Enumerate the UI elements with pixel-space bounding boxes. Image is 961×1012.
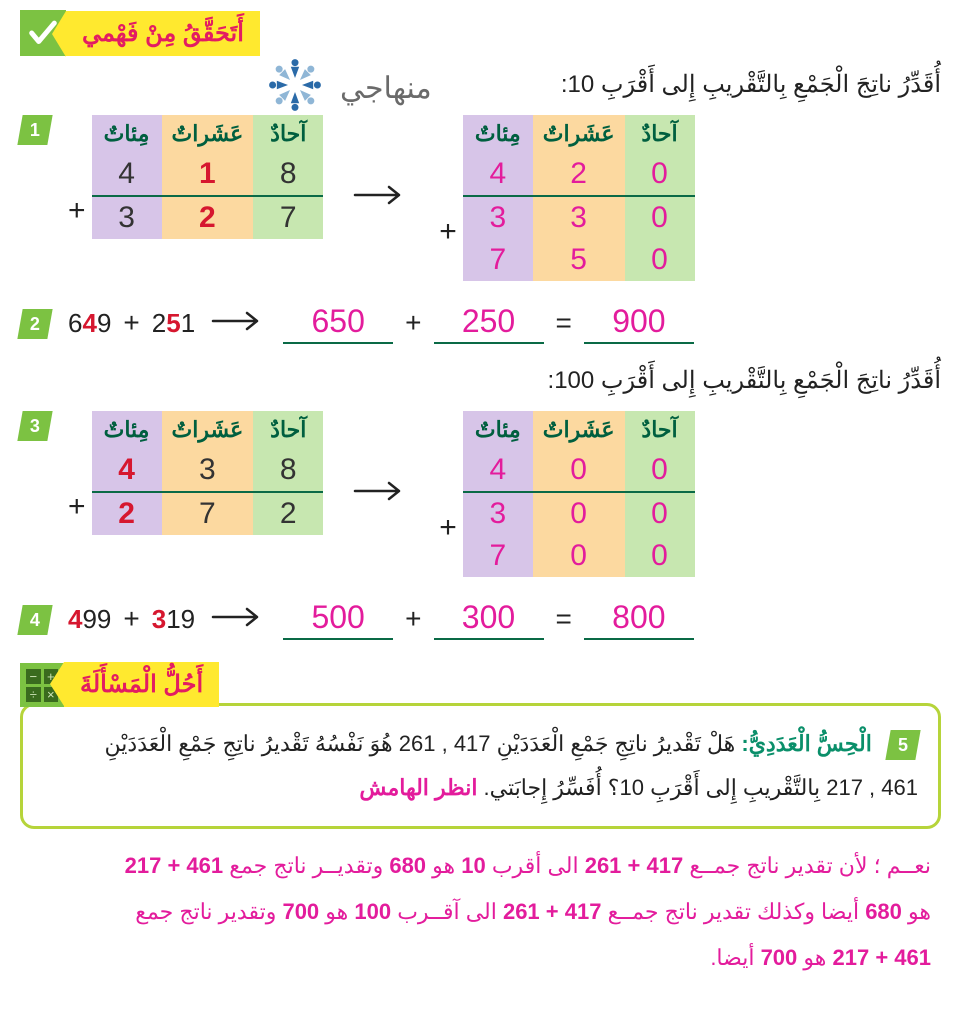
cell: 4 xyxy=(463,153,533,196)
arrow-icon xyxy=(207,308,271,340)
q4-addend-b: 319 xyxy=(152,604,195,635)
q2-result: 900 xyxy=(584,303,694,344)
cell: 0 xyxy=(625,196,695,239)
header-tens: عَشَراتٌ xyxy=(162,411,254,449)
solve-banner-row: أَحُلُّ الْمَسْأَلَةَ +−×÷ xyxy=(20,662,941,707)
cell: 3 xyxy=(92,196,162,239)
header-tens: عَشَراتٌ xyxy=(533,411,625,449)
header-hundreds: مِئاتٌ xyxy=(92,411,162,449)
header-hundreds: مِئاتٌ xyxy=(463,411,533,449)
equals: = xyxy=(556,307,572,339)
problem-2: 2 649 + 251 650 + 250 = 900 xyxy=(20,303,941,344)
q4-round-a: 500 xyxy=(283,599,393,640)
plus-sign: + xyxy=(439,147,463,249)
header-ones: آحادٌ xyxy=(625,411,695,449)
cell: 3 xyxy=(162,449,254,492)
plus: + xyxy=(405,307,421,339)
header-tens: عَشَراتٌ xyxy=(162,115,254,153)
q4-equation: 499 + 319 500 + 300 = 800 xyxy=(68,599,694,640)
cell: 2 xyxy=(533,153,625,196)
plus: + xyxy=(123,307,139,339)
cell: 0 xyxy=(625,492,695,535)
logo-text: منهاجي xyxy=(340,71,432,106)
cell: 0 xyxy=(625,535,695,577)
cell: 2 xyxy=(162,196,254,239)
cell: 7 xyxy=(463,239,533,281)
plus-sign: + xyxy=(68,126,92,228)
solve-body-1: هَلْ تَقْديرُ ناتِجِ جَمْعِ الْعَدَدَيْن… xyxy=(105,731,736,756)
header-ones: آحادٌ xyxy=(625,115,695,153)
banner-solve-text: أَحُلُّ الْمَسْأَلَةَ xyxy=(80,671,203,698)
q2-equation: 649 + 251 650 + 250 = 900 xyxy=(68,303,694,344)
solve-lead: الْحِسُّ الْعَدَدِيُّ: xyxy=(741,731,872,756)
plus: + xyxy=(123,603,139,635)
cell: 4 xyxy=(463,449,533,492)
cell: 4 xyxy=(92,449,162,492)
cell: 7 xyxy=(253,196,323,239)
plus-sign: + xyxy=(68,422,92,524)
question-number-3: 3 xyxy=(17,411,52,441)
cell: 3 xyxy=(533,196,625,239)
header-tens: عَشَراتٌ xyxy=(533,115,625,153)
question-number-5: 5 xyxy=(885,730,920,760)
cell: 2 xyxy=(253,492,323,535)
solve-problem-box: 5 الْحِسُّ الْعَدَدِيُّ: هَلْ تَقْديرُ ن… xyxy=(20,703,941,829)
q2-round-b: 250 xyxy=(434,303,544,344)
cell: 2 xyxy=(92,492,162,535)
plus-sign: + xyxy=(439,443,463,545)
q2-addend-a: 649 xyxy=(68,308,111,339)
question-number-4: 4 xyxy=(17,605,52,635)
logo: منهاجي xyxy=(260,50,432,126)
instruction-round-100: أُقَدِّرُ ناتِجَ الْجَمْعِ بِالتَّقْريبِ… xyxy=(20,366,941,395)
q4-round-b: 300 xyxy=(434,599,544,640)
banner-check-understanding: أَتَحَقَّقُ مِنْ فَهْمي xyxy=(66,11,260,56)
q4-addend-a: 499 xyxy=(68,604,111,635)
q3-rounded-table: + مِئاتٌ عَشَراتٌ آحادٌ 4 0 0 3 0 0 7 0 … xyxy=(439,411,694,577)
banner-solve: أَحُلُّ الْمَسْأَلَةَ xyxy=(64,662,219,707)
logo-icon xyxy=(260,50,330,126)
header-hundreds: مِئاتٌ xyxy=(463,115,533,153)
q2-round-a: 650 xyxy=(283,303,393,344)
arrow-icon xyxy=(341,183,421,213)
problem-4: 4 499 + 319 500 + 300 = 800 xyxy=(20,599,941,640)
arrow-icon xyxy=(341,479,421,509)
see-margin-link: انظر الهامش xyxy=(359,775,477,800)
header-hundreds: مِئاتٌ xyxy=(92,115,162,153)
cell: 0 xyxy=(533,535,625,577)
arrow-icon xyxy=(207,604,271,636)
question-number-2: 2 xyxy=(17,309,52,339)
solve-body-2: 461 , 217 بِالتَّقْريبِ إِلى أَقْرَبِ 10… xyxy=(477,775,918,800)
problem-1: 1 + مِئاتٌ عَشَراتٌ آحادٌ 4 1 8 3 2 7 + xyxy=(20,115,941,281)
q4-result: 800 xyxy=(584,599,694,640)
q2-addend-b: 251 xyxy=(152,308,195,339)
q1-original-table: + مِئاتٌ عَشَراتٌ آحادٌ 4 1 8 3 2 7 xyxy=(68,115,323,239)
header-ones: آحادٌ xyxy=(253,411,323,449)
cell: 1 xyxy=(162,153,254,196)
cell: 7 xyxy=(463,535,533,577)
equals: = xyxy=(556,603,572,635)
problem-3: 3 + مِئاتٌ عَشَراتٌ آحادٌ 4 3 8 2 7 2 + xyxy=(20,411,941,577)
cell: 8 xyxy=(253,449,323,492)
instruction-round-10: أُقَدِّرُ ناتِجَ الْجَمْعِ بِالتَّقْريبِ… xyxy=(20,70,941,99)
question-number-1: 1 xyxy=(17,115,52,145)
cell: 4 xyxy=(92,153,162,196)
answer-text: نعــم ؛ لأن تقدير ناتج جمــع 417 + 261 ا… xyxy=(20,829,941,982)
cell: 0 xyxy=(625,153,695,196)
cell: 0 xyxy=(533,449,625,492)
banner-text: أَتَحَقَّقُ مِنْ فَهْمي xyxy=(82,20,244,47)
cell: 3 xyxy=(463,492,533,535)
q1-rounded-table: + مِئاتٌ عَشَراتٌ آحادٌ 4 2 0 3 3 0 7 5 … xyxy=(439,115,694,281)
cell: 5 xyxy=(533,239,625,281)
plus: + xyxy=(405,603,421,635)
cell: 7 xyxy=(162,492,254,535)
cell: 0 xyxy=(533,492,625,535)
cell: 8 xyxy=(253,153,323,196)
q3-original-table: + مِئاتٌ عَشَراتٌ آحادٌ 4 3 8 2 7 2 xyxy=(68,411,323,535)
cell: 0 xyxy=(625,449,695,492)
cell: 3 xyxy=(463,196,533,239)
header-banner-row: أَتَحَقَّقُ مِنْ فَهْمي xyxy=(20,10,941,56)
cell: 0 xyxy=(625,239,695,281)
